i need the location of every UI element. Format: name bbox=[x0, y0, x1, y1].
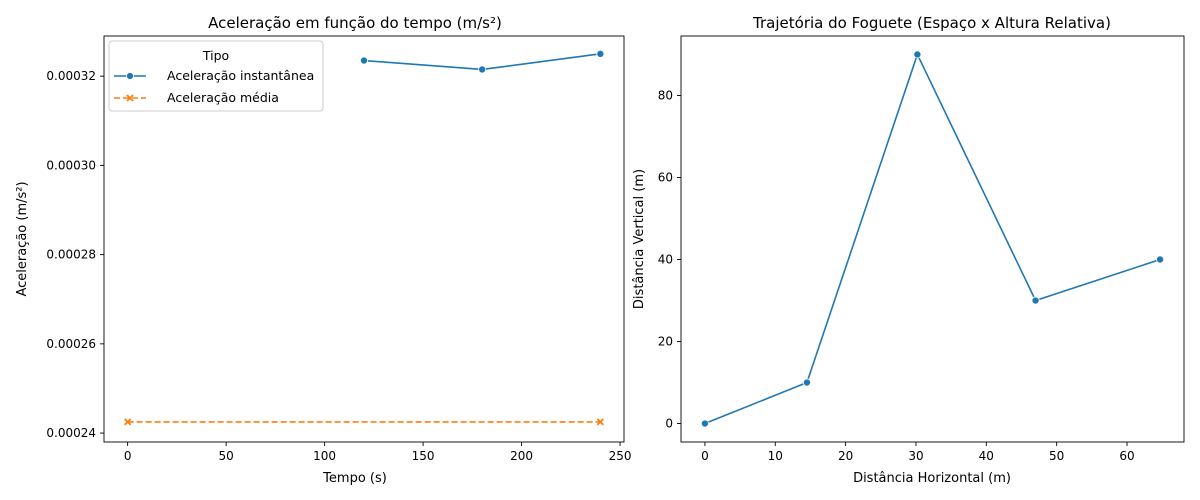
series-lines bbox=[123, 49, 605, 426]
legend-marker-instantanea bbox=[126, 72, 134, 80]
y-axis-label: Distância Vertical (m) bbox=[632, 169, 647, 309]
data-point bbox=[1156, 255, 1165, 264]
y-tick-label: 0.00032 bbox=[46, 69, 96, 83]
y-tick-label: 40 bbox=[658, 253, 673, 267]
y-tick-label: 0.00024 bbox=[46, 426, 96, 440]
legend: Tipo Aceleração instantânea Aceleração m… bbox=[108, 40, 324, 112]
y-axis-ticks: 0.00024 0.00026 0.00028 0.00030 0.00032 bbox=[46, 69, 104, 440]
data-point bbox=[913, 50, 922, 59]
data-point bbox=[596, 49, 605, 58]
legend-box bbox=[108, 40, 324, 112]
x-axis-ticks: 0 50 100 150 200 250 bbox=[124, 442, 632, 463]
x-tick-label: 40 bbox=[979, 449, 994, 463]
y-tick-label: 0.00026 bbox=[46, 337, 96, 351]
x-tick-label: 200 bbox=[510, 449, 533, 463]
x-tick-label: 60 bbox=[1119, 449, 1134, 463]
data-point bbox=[700, 419, 709, 428]
plot-area bbox=[103, 35, 625, 443]
x-tick-label: 100 bbox=[313, 449, 336, 463]
data-point bbox=[802, 378, 811, 387]
series-line bbox=[704, 52, 1161, 425]
y-tick-label: 60 bbox=[658, 170, 673, 184]
x-axis-label: Distância Horizontal (m) bbox=[853, 471, 1011, 486]
y-tick-label: 0.00028 bbox=[46, 248, 96, 262]
data-point bbox=[359, 56, 368, 65]
data-point bbox=[596, 418, 605, 426]
x-tick-label: 50 bbox=[1049, 449, 1064, 463]
legend-title: Tipo bbox=[202, 48, 229, 63]
y-axis-ticks: 0 20 40 60 80 bbox=[658, 88, 681, 431]
x-tick-label: 150 bbox=[412, 449, 435, 463]
chart-trajectory: Trajetória do Foguete (Espaço x Altura R… bbox=[632, 14, 1185, 486]
y-tick-label: 20 bbox=[658, 335, 673, 349]
data-point bbox=[123, 418, 132, 426]
data-point bbox=[478, 65, 487, 74]
plot-area bbox=[680, 35, 1185, 443]
x-axis-label: Tempo (s) bbox=[322, 471, 387, 486]
x-tick-label: 10 bbox=[768, 449, 783, 463]
x-tick-label: 250 bbox=[609, 449, 632, 463]
series-lines bbox=[700, 50, 1165, 428]
legend-label-instantanea: Aceleração instantânea bbox=[167, 68, 314, 83]
chart-title: Aceleração em função do tempo (m/s²) bbox=[208, 14, 502, 32]
x-tick-label: 50 bbox=[218, 449, 233, 463]
x-axis-ticks: 0 10 20 30 40 50 60 bbox=[701, 442, 1135, 463]
y-tick-label: 80 bbox=[658, 88, 673, 102]
chart-title: Trajetória do Foguete (Espaço x Altura R… bbox=[752, 14, 1111, 32]
x-tick-label: 20 bbox=[838, 449, 853, 463]
data-point bbox=[1031, 296, 1040, 305]
y-tick-label: 0.00030 bbox=[46, 158, 96, 172]
y-tick-label: 0 bbox=[665, 417, 673, 431]
y-axis-label: Aceleração (m/s²) bbox=[15, 181, 30, 296]
chart-acceleration: Aceleração em função do tempo (m/s²) 0 50… bbox=[15, 14, 632, 486]
legend-marker-media bbox=[126, 94, 134, 102]
legend-label-media: Aceleração média bbox=[167, 90, 279, 105]
x-tick-label: 0 bbox=[701, 449, 709, 463]
x-tick-label: 0 bbox=[124, 449, 132, 463]
x-tick-label: 30 bbox=[908, 449, 923, 463]
